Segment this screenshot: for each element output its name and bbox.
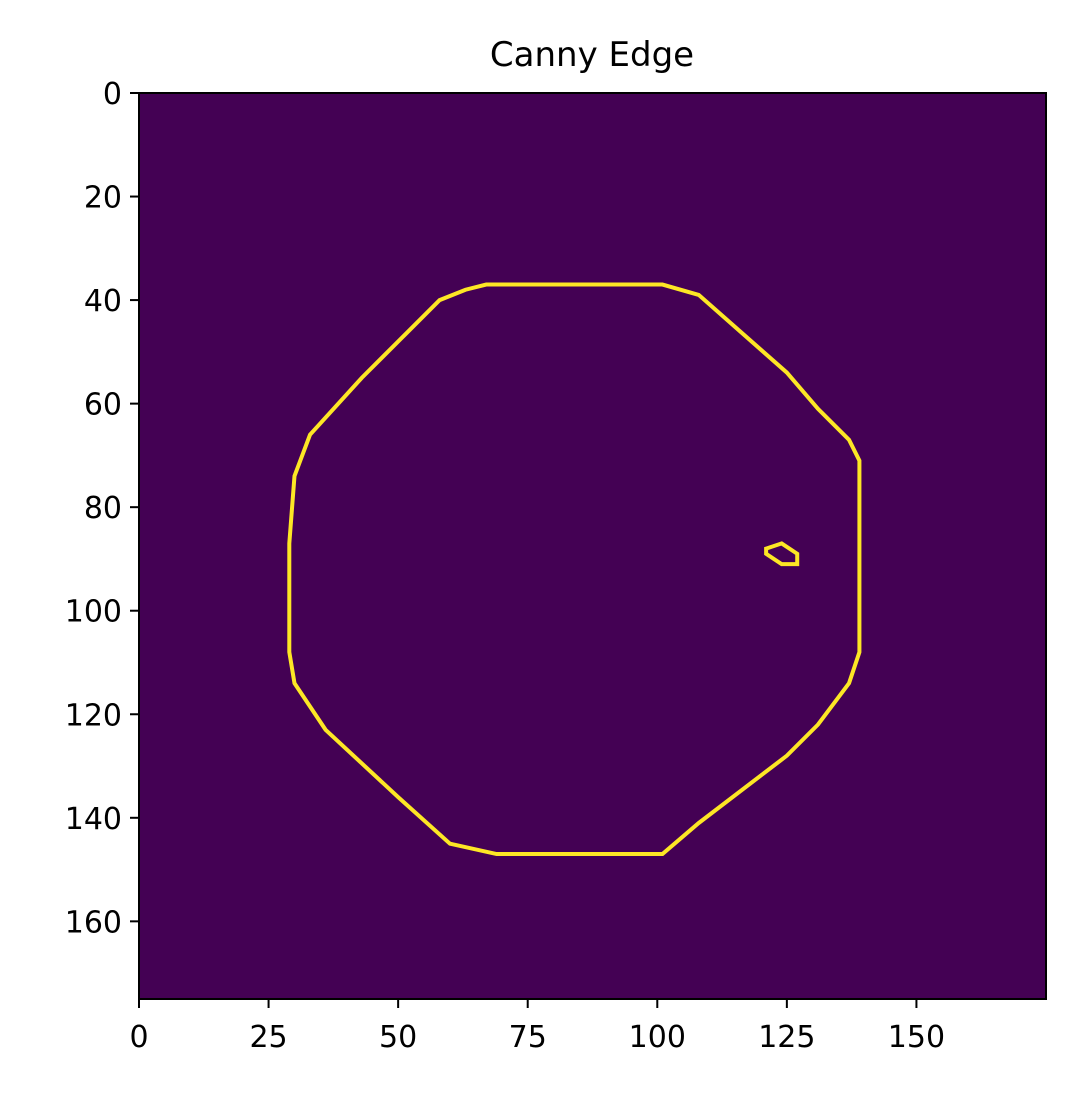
y-tick-label: 100 <box>65 595 122 630</box>
x-axis-ticks: 0 25 50 75 100 125 150 <box>129 999 945 1055</box>
image-layer <box>139 93 1046 999</box>
edge-outer-contour <box>287 282 862 857</box>
x-tick-label: 0 <box>129 1020 148 1055</box>
y-tick-label: 80 <box>84 491 122 526</box>
x-tick-label: 50 <box>379 1020 417 1055</box>
y-tick-label: 20 <box>84 181 122 216</box>
y-tick-label: 140 <box>65 802 122 837</box>
axes-frame <box>138 92 1047 1000</box>
y-tick-label: 40 <box>84 284 122 319</box>
x-tick-label: 125 <box>758 1020 815 1055</box>
image-background <box>139 93 1046 999</box>
y-tick-label: 60 <box>84 388 122 423</box>
y-tick-label: 120 <box>65 698 122 733</box>
x-tick-label: 75 <box>509 1020 547 1055</box>
y-tick-label: 0 <box>103 77 122 112</box>
edge-small-contour <box>764 541 800 567</box>
x-tick-label: 100 <box>629 1020 686 1055</box>
edges-layer <box>287 282 862 857</box>
y-axis-ticks: 0 20 40 60 80 100 120 140 160 <box>65 77 139 940</box>
x-tick-label: 150 <box>888 1020 945 1055</box>
chart-title: Canny Edge <box>490 35 694 75</box>
y-tick-label: 160 <box>65 905 122 940</box>
x-tick-label: 25 <box>249 1020 287 1055</box>
